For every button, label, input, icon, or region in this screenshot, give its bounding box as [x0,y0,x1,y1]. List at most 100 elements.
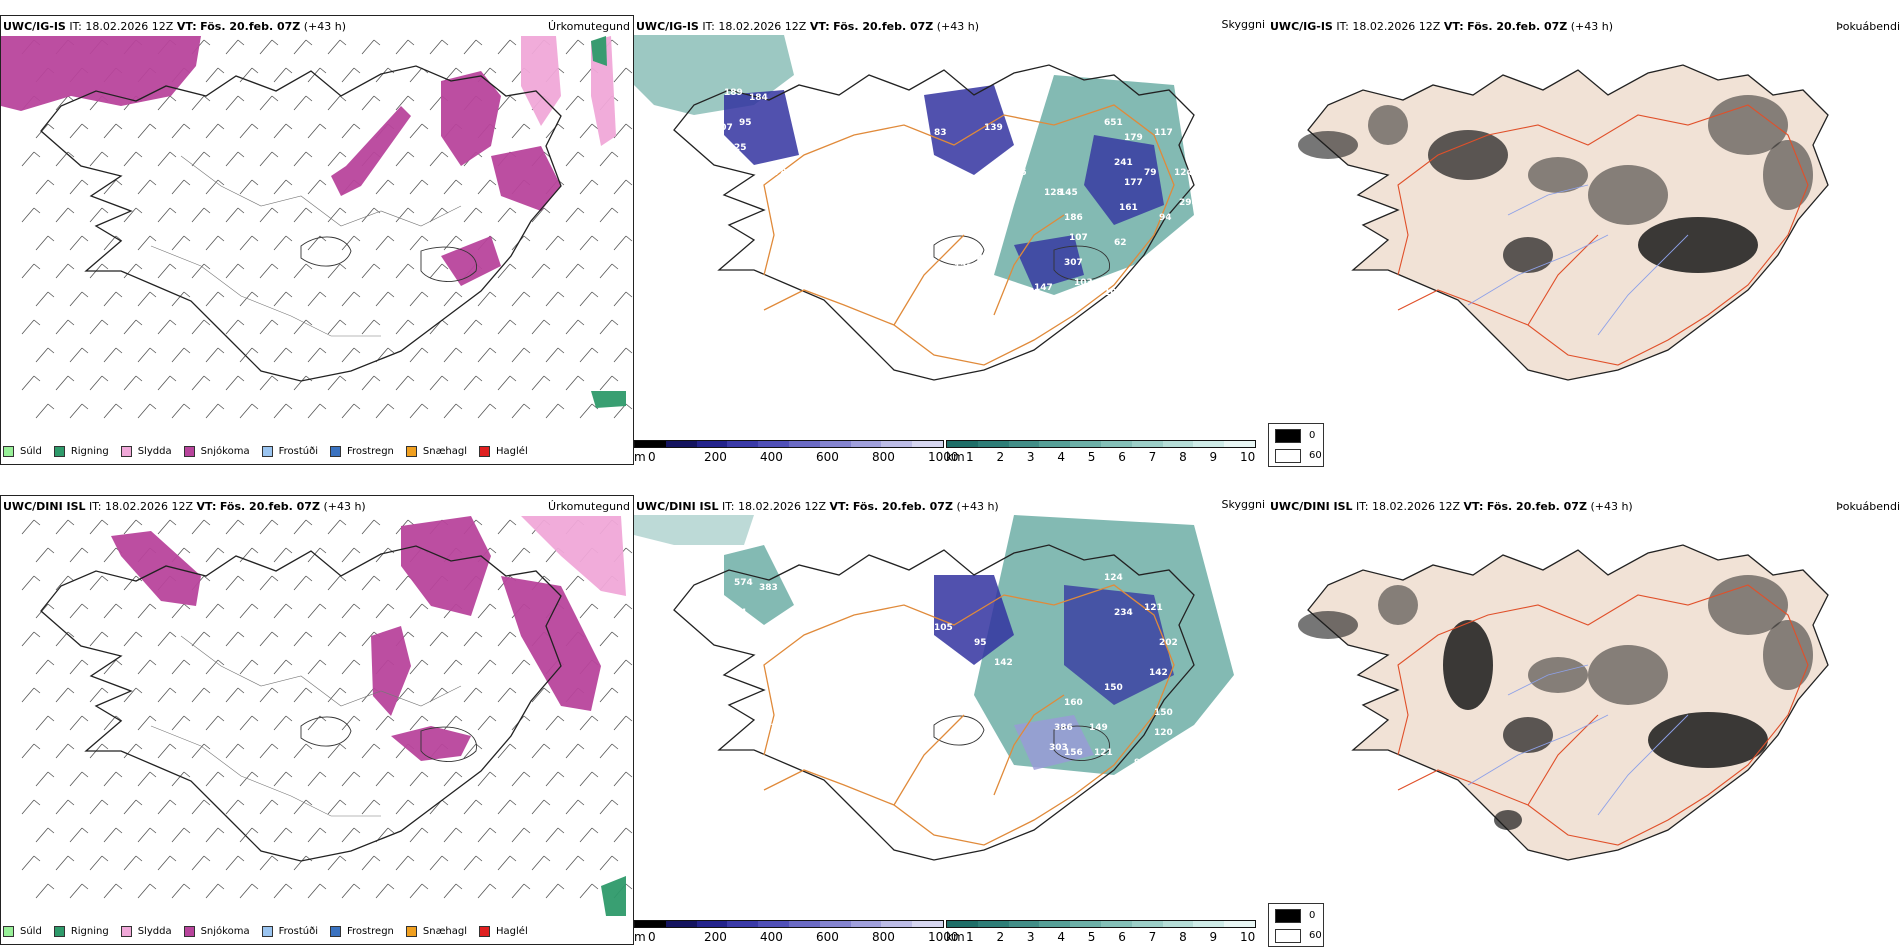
wind-barb [511,827,531,843]
wind-barb [69,347,89,363]
fog-area [1648,712,1768,768]
cloud-base-label: 94 [734,608,747,618]
legend-swatch [330,445,341,457]
precip-map [21,516,633,916]
wind-barb [375,179,395,195]
wind-barb [259,95,279,111]
colorbar-tick: 5 [1087,450,1096,464]
wind-barb [35,659,55,675]
wind-barb [307,403,327,419]
fog-area [1494,810,1522,830]
wind-barb [225,687,245,703]
wind-barb [375,547,395,563]
wind-barb [259,207,279,223]
wind-barb [157,263,177,279]
wind-barb [463,207,483,223]
wind-barb [409,827,429,843]
wind-barb [341,235,361,251]
legend-swatch [405,925,417,937]
wind-barb [171,347,191,363]
visibility-colorbar: km 1 2 3 4 5 6 7 8 9 10 [946,920,1256,948]
panel-header: UWC/DINI ISL IT: 18.02.2026 12Z VT: Fös.… [1270,500,1633,513]
colorbar-tick: 4 [1057,450,1065,464]
wind-barb [103,771,123,787]
wind-barb [171,827,191,843]
cloud-base-label: 94 [1159,213,1172,223]
wind-barb [137,883,157,899]
wind-barb [239,67,259,83]
wind-barb [429,687,449,703]
wind-barb [409,123,429,139]
fog-area [1378,585,1418,625]
ceiling-colorbar: m 0 200 400 600 800 1000 [634,920,959,948]
wind-barb [497,207,517,223]
wind-barb [327,207,347,223]
wind-barb [497,519,517,535]
wind-barb [293,39,313,55]
colorbar-tick: 6 [1118,930,1126,944]
precip-area [591,36,607,66]
visibility-map: 574 383 94 105 95 142 124 234 121 202 142 150 160 386… [634,515,1234,861]
wind-barb [103,179,123,195]
wind-barb [395,263,415,279]
precip-type-legend: Súld Rigning Slydda Snjókoma Frostúði Frostre… [3,441,540,461]
visibility-area [724,545,794,625]
cloud-base-label: 106 [1104,288,1123,298]
wind-barb [599,151,619,167]
wind-barb [409,603,429,619]
wind-barb [327,375,347,391]
fog-area [1443,620,1493,710]
colorbar-tick: 5 [1087,930,1096,944]
wind-barb [443,67,463,83]
precip-map [1,36,633,419]
cloud-base-label: 124 [1104,573,1123,583]
wind-barb [613,403,633,419]
wind-barb [395,319,415,335]
colorbar-tick: 2 [996,930,1005,944]
wind-barb [259,631,279,647]
fog-legend: 0 60 [1268,423,1324,467]
colorbar-tick: 3 [1026,930,1035,944]
wind-barb [225,39,245,55]
wind-barb [497,263,517,279]
wind-barb [613,603,633,619]
colorbar-tick: 600 [816,930,839,944]
wind-barb [89,855,109,871]
wind-barb [191,319,211,335]
wind-barb [69,235,89,251]
wind-barb [157,319,177,335]
legend-label: Snjókoma [200,445,250,457]
precip-area [521,36,561,126]
wind-barb [613,715,633,731]
colorbar-tick: 9 [1209,930,1218,944]
colorbar-strip [946,920,1256,928]
wind-barb [307,659,327,675]
wind-barb [273,547,293,563]
wind-barb [239,291,259,307]
wind-barb [327,575,347,591]
wind-barb [497,631,517,647]
wind-barb [21,855,41,871]
panel-title: Skyggni [1221,498,1265,511]
wind-barb [55,375,75,391]
cloud-base-label: 574 [734,578,753,588]
wind-barb [361,39,381,55]
wind-barb [307,123,327,139]
wind-barb [409,659,429,675]
wind-barb [55,151,75,167]
panel-title: Þokuábendi [1836,20,1900,33]
legend-swatch [183,925,195,937]
wind-barb [89,631,109,647]
wind-barb [375,403,395,419]
wind-barb [21,743,41,759]
wind-barb [69,771,89,787]
wind-barb [171,179,191,195]
wind-barb [35,123,55,139]
cloud-base-label: 156 [1064,748,1083,758]
colorbar-strip [634,440,944,448]
wind-barb [613,179,633,195]
wind-barb [273,771,293,787]
cloud-base-label: 186 [1064,213,1083,223]
cloud-base-label: 98 [1134,758,1147,768]
wind-barb [599,631,619,647]
